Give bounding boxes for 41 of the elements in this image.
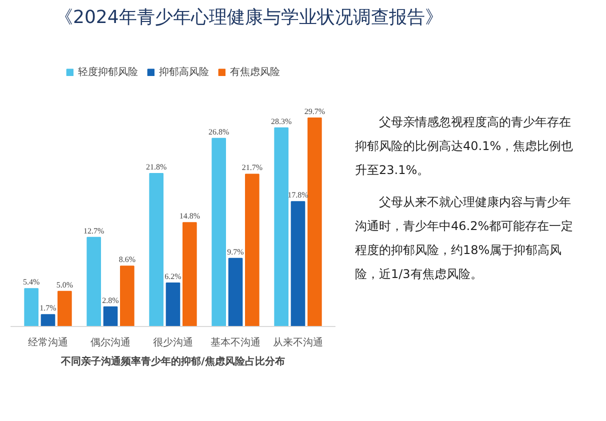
bar <box>182 222 197 326</box>
legend-label: 抑郁高风险 <box>159 66 209 79</box>
bar <box>149 172 164 326</box>
bar <box>212 138 226 326</box>
legend-label: 有焦虑风险 <box>230 66 280 79</box>
text: 父母亲情感忽视程度高的青少年存在抑郁风险的比例高达40.1%，焦虑比例也升至23.1%。 <box>355 114 574 179</box>
data-label: 12.7% <box>84 226 104 236</box>
bar <box>103 306 118 326</box>
x-tick-label: 经常沟通 <box>28 336 68 348</box>
bar <box>120 266 134 326</box>
bar <box>274 127 288 326</box>
data-label: 26.8% <box>208 127 230 136</box>
legend-label: 轻度抑郁风险 <box>78 66 138 79</box>
x-tick-label: 从来不沟通 <box>273 336 323 348</box>
data-label: 6.2% <box>164 272 182 281</box>
bar <box>290 201 306 326</box>
bar <box>40 314 56 326</box>
data-label: 9.7% <box>227 247 244 256</box>
bar <box>308 118 322 326</box>
bar <box>86 236 101 326</box>
data-label: 21.7% <box>242 163 263 172</box>
data-label: 29.7% <box>304 107 326 116</box>
bar <box>166 282 180 326</box>
data-label: 5.0% <box>56 280 74 290</box>
text: 父母从来不就心理健康内容与青少年沟通时，青少年中46.2%都可能存在一定程度的抑郁风险，约18%属于抑郁高风险，近1/3有焦虑风险。 <box>355 194 574 283</box>
chart-title: 《2024年青少年心理健康与学业状况调查报告》 <box>54 6 443 30</box>
x-tick-label: 很少沟通 <box>153 336 193 348</box>
x-axis-title: 不同亲子沟通频率青少年的抑郁/焦虑风险占比分布 <box>60 356 285 368</box>
data-label: 8.6% <box>118 255 136 264</box>
x-tick-label: 偶尔沟通 <box>90 336 130 348</box>
data-label: 14.8% <box>179 212 200 221</box>
bar <box>228 258 243 326</box>
data-label: 1.7% <box>40 304 57 313</box>
x-tick-label: 基本不沟通 <box>210 336 260 348</box>
data-label: 21.8% <box>146 162 167 172</box>
data-label: 5.4% <box>23 278 40 287</box>
data-label: 28.3% <box>271 116 292 126</box>
bar <box>245 174 260 326</box>
bar <box>58 290 72 326</box>
data-label: 2.8% <box>102 296 120 305</box>
bar <box>24 288 38 326</box>
